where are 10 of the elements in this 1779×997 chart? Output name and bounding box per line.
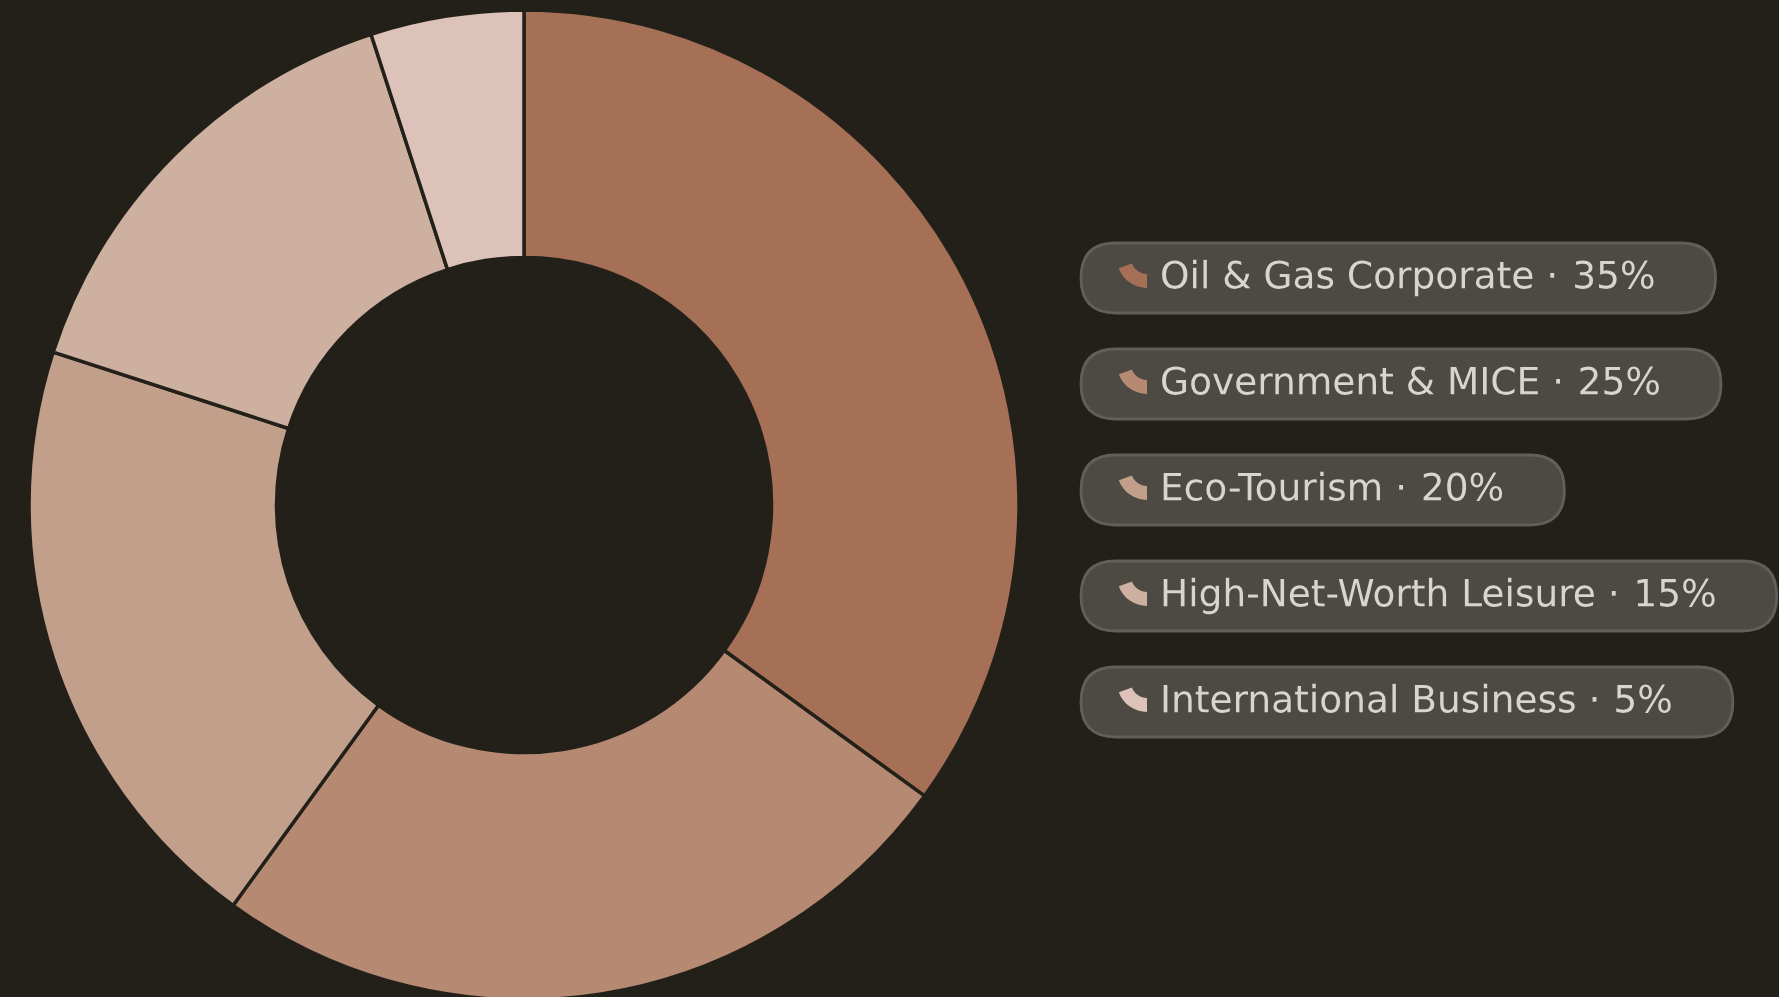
legend-label: High-Net-Worth Leisure · bbox=[1163, 577, 1616, 615]
legend-label: International Business · bbox=[1163, 683, 1597, 713]
data-label: 20% bbox=[1423, 472, 1503, 501]
data-label: 25% bbox=[1580, 366, 1659, 395]
legend-label: Oil & Gas Corporate · bbox=[1162, 259, 1555, 297]
data-label: 15% bbox=[1637, 578, 1715, 607]
data-label: 35% bbox=[1575, 260, 1654, 289]
legend-label: Eco-Tourism · bbox=[1163, 471, 1404, 501]
legend-label: Government & MICE · bbox=[1162, 366, 1561, 395]
data-label: 5% bbox=[1616, 684, 1671, 713]
